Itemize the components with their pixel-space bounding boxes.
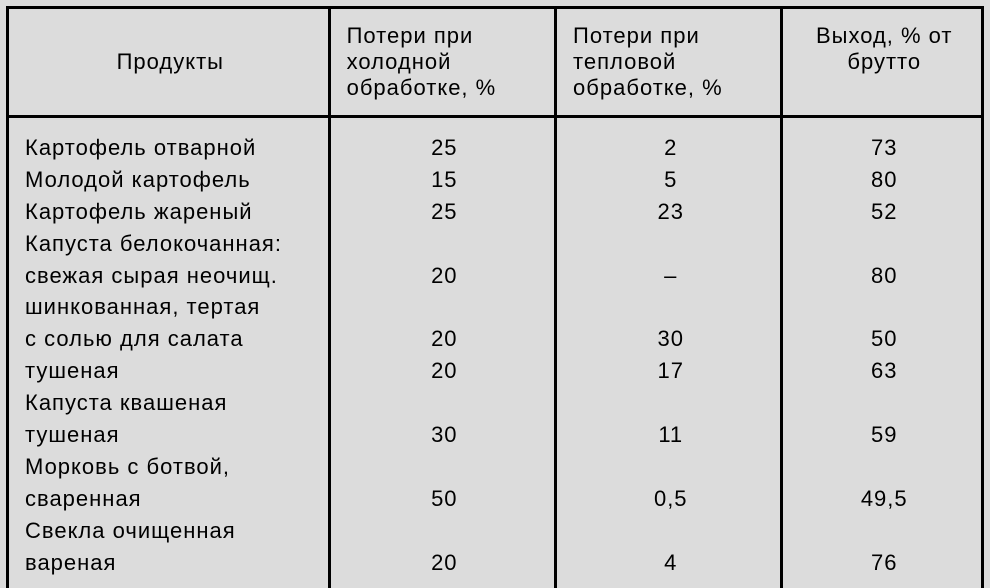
cell-cold-line [347, 387, 542, 419]
cell-yield-line: 76 [799, 547, 969, 579]
cell-hot-line: 2 [573, 132, 768, 164]
cell-product-line: Картофель отварной [25, 132, 316, 164]
cell-cold: 251525 20 2020 30 50 20 [329, 117, 555, 588]
cell-yield-line [799, 451, 969, 483]
cell-product-line: Морковь с ботвой, [25, 451, 316, 483]
cell-hot-line: 23 [573, 196, 768, 228]
cell-hot-line: – [573, 260, 768, 292]
cell-cold-line [347, 228, 542, 260]
cell-hot-line: 0,5 [573, 483, 768, 515]
cell-product-line: Свекла очищенная [25, 515, 316, 547]
cell-cold-line: 20 [347, 260, 542, 292]
col-header-hot: Потери при тепловой обработке, % [556, 8, 782, 117]
col-header-cold: Потери при холодной обработке, % [329, 8, 555, 117]
cell-hot-line: 17 [573, 355, 768, 387]
cell-cold-line: 20 [347, 547, 542, 579]
cell-product-line: Капуста белокочанная: [25, 228, 316, 260]
cell-product-line: Картофель жареный [25, 196, 316, 228]
cell-hot-line: 11 [573, 419, 768, 451]
cell-hot-line [573, 387, 768, 419]
food-loss-table: Продукты Потери при холодной обработке, … [6, 6, 984, 588]
cell-yield-line [799, 515, 969, 547]
table-body: Картофель отварнойМолодой картофельКарто… [8, 117, 983, 588]
cell-hot-line [573, 451, 768, 483]
header-row: Продукты Потери при холодной обработке, … [8, 8, 983, 117]
cell-cold-line [347, 291, 542, 323]
cell-yield-line: 59 [799, 419, 969, 451]
cell-product-line: свежая сырая неочищ. [25, 260, 316, 292]
cell-product-line: тушеная [25, 419, 316, 451]
cell-cold-line: 25 [347, 132, 542, 164]
cell-cold-line [347, 515, 542, 547]
cell-cold-line: 50 [347, 483, 542, 515]
cell-yield-line: 50 [799, 323, 969, 355]
table-head: Продукты Потери при холодной обработке, … [8, 8, 983, 117]
cell-yield-line: 49,5 [799, 483, 969, 515]
cell-hot-line: 30 [573, 323, 768, 355]
page: Продукты Потери при холодной обработке, … [0, 0, 990, 588]
cell-hot-line [573, 515, 768, 547]
cell-product-line: с солью для салата [25, 323, 316, 355]
cell-hot-line [573, 291, 768, 323]
col-header-product: Продукты [8, 8, 330, 117]
cell-product-line: Капуста квашеная [25, 387, 316, 419]
cell-cold-line: 15 [347, 164, 542, 196]
cell-yield-line [799, 291, 969, 323]
cell-yield-line: 63 [799, 355, 969, 387]
cell-product-line: шинкованная, тертая [25, 291, 316, 323]
cell-product: Картофель отварнойМолодой картофельКарто… [8, 117, 330, 588]
cell-yield-line: 73 [799, 132, 969, 164]
cell-product-line: тушеная [25, 355, 316, 387]
cell-product-line: Молодой картофель [25, 164, 316, 196]
cell-hot-line: 4 [573, 547, 768, 579]
cell-yield-line: 80 [799, 164, 969, 196]
cell-yield-line: 80 [799, 260, 969, 292]
cell-yield-line [799, 387, 969, 419]
cell-cold-line: 30 [347, 419, 542, 451]
cell-yield-line [799, 228, 969, 260]
cell-hot: 2523 – 3017 11 0,5 4 [556, 117, 782, 588]
cell-product-line: вареная [25, 547, 316, 579]
table-data-row: Картофель отварнойМолодой картофельКарто… [8, 117, 983, 588]
cell-cold-line: 20 [347, 355, 542, 387]
cell-cold-line: 25 [347, 196, 542, 228]
cell-hot-line: 5 [573, 164, 768, 196]
cell-yield: 738052 80 5063 59 49,5 76 [782, 117, 983, 588]
cell-cold-line [347, 451, 542, 483]
cell-cold-line: 20 [347, 323, 542, 355]
col-header-yield: Выход, % от брутто [782, 8, 983, 117]
cell-hot-line [573, 228, 768, 260]
cell-product-line: сваренная [25, 483, 316, 515]
cell-yield-line: 52 [799, 196, 969, 228]
